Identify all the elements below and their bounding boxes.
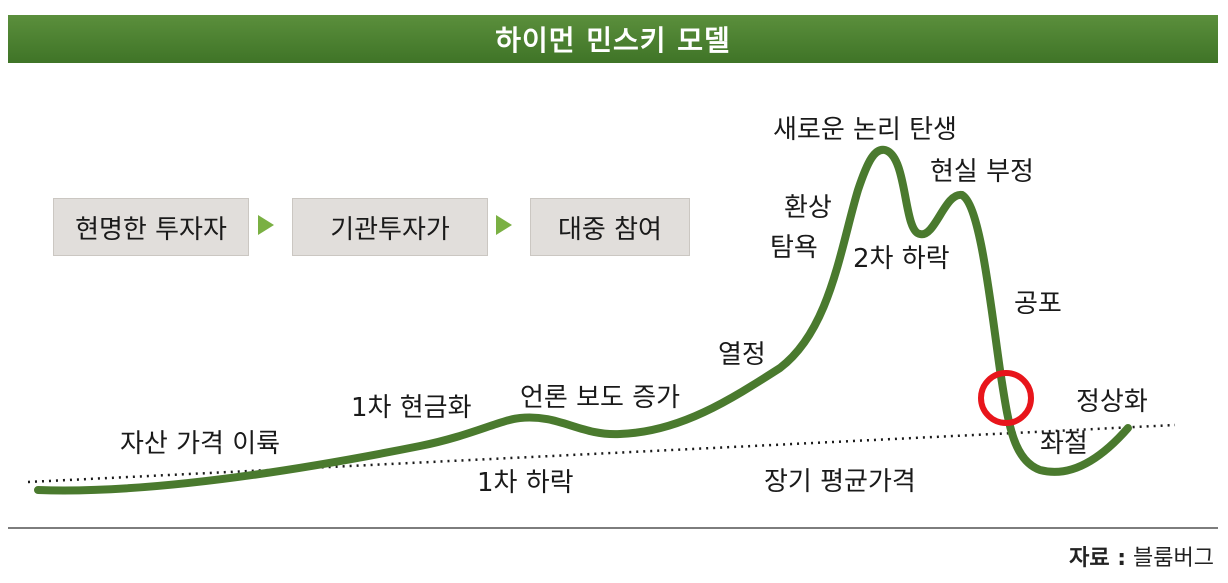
arrow-right-icon	[496, 215, 512, 235]
label-asset-rise: 자산 가격 이륙	[120, 429, 280, 459]
price-curve	[34, 145, 1132, 495]
label-fear: 공포	[1014, 289, 1062, 319]
source-note: 자료 : 블룸버그	[1069, 540, 1214, 572]
source-key: 자료 :	[1069, 546, 1127, 571]
label-first-cash: 1차 현금화	[351, 393, 472, 423]
stage-institutional: 기관투자가	[292, 198, 488, 256]
label-first-fall: 1차 하락	[477, 468, 574, 498]
stage-smart-investors: 현명한 투자자	[53, 198, 249, 256]
title-bar: 하이먼 민스키 모델	[8, 15, 1218, 63]
diagram-title: 하이먼 민스키 모델	[495, 24, 731, 57]
label-greed: 탐욕	[770, 233, 818, 263]
label-long-term-mean: 장기 평균가격	[764, 467, 916, 497]
label-denial: 현실 부정	[930, 157, 1034, 187]
label-media: 언론 보도 증가	[520, 383, 680, 413]
source-value: 블룸버그	[1133, 546, 1214, 571]
label-euphoria: 환상	[784, 193, 832, 223]
stage-public: 대중 참여	[530, 198, 690, 256]
label-new-paradigm: 새로운 논리 탄생	[773, 115, 957, 145]
marker-circle-icon	[978, 370, 1034, 426]
long-term-mean-line	[27, 423, 1176, 484]
label-normalization: 정상화	[1076, 387, 1148, 417]
divider	[8, 527, 1218, 529]
label-second-fall: 2차 하락	[853, 244, 950, 274]
arrow-right-icon	[258, 215, 274, 235]
label-despair: 좌절	[1040, 429, 1088, 459]
label-enthusiasm: 열정	[718, 340, 766, 370]
